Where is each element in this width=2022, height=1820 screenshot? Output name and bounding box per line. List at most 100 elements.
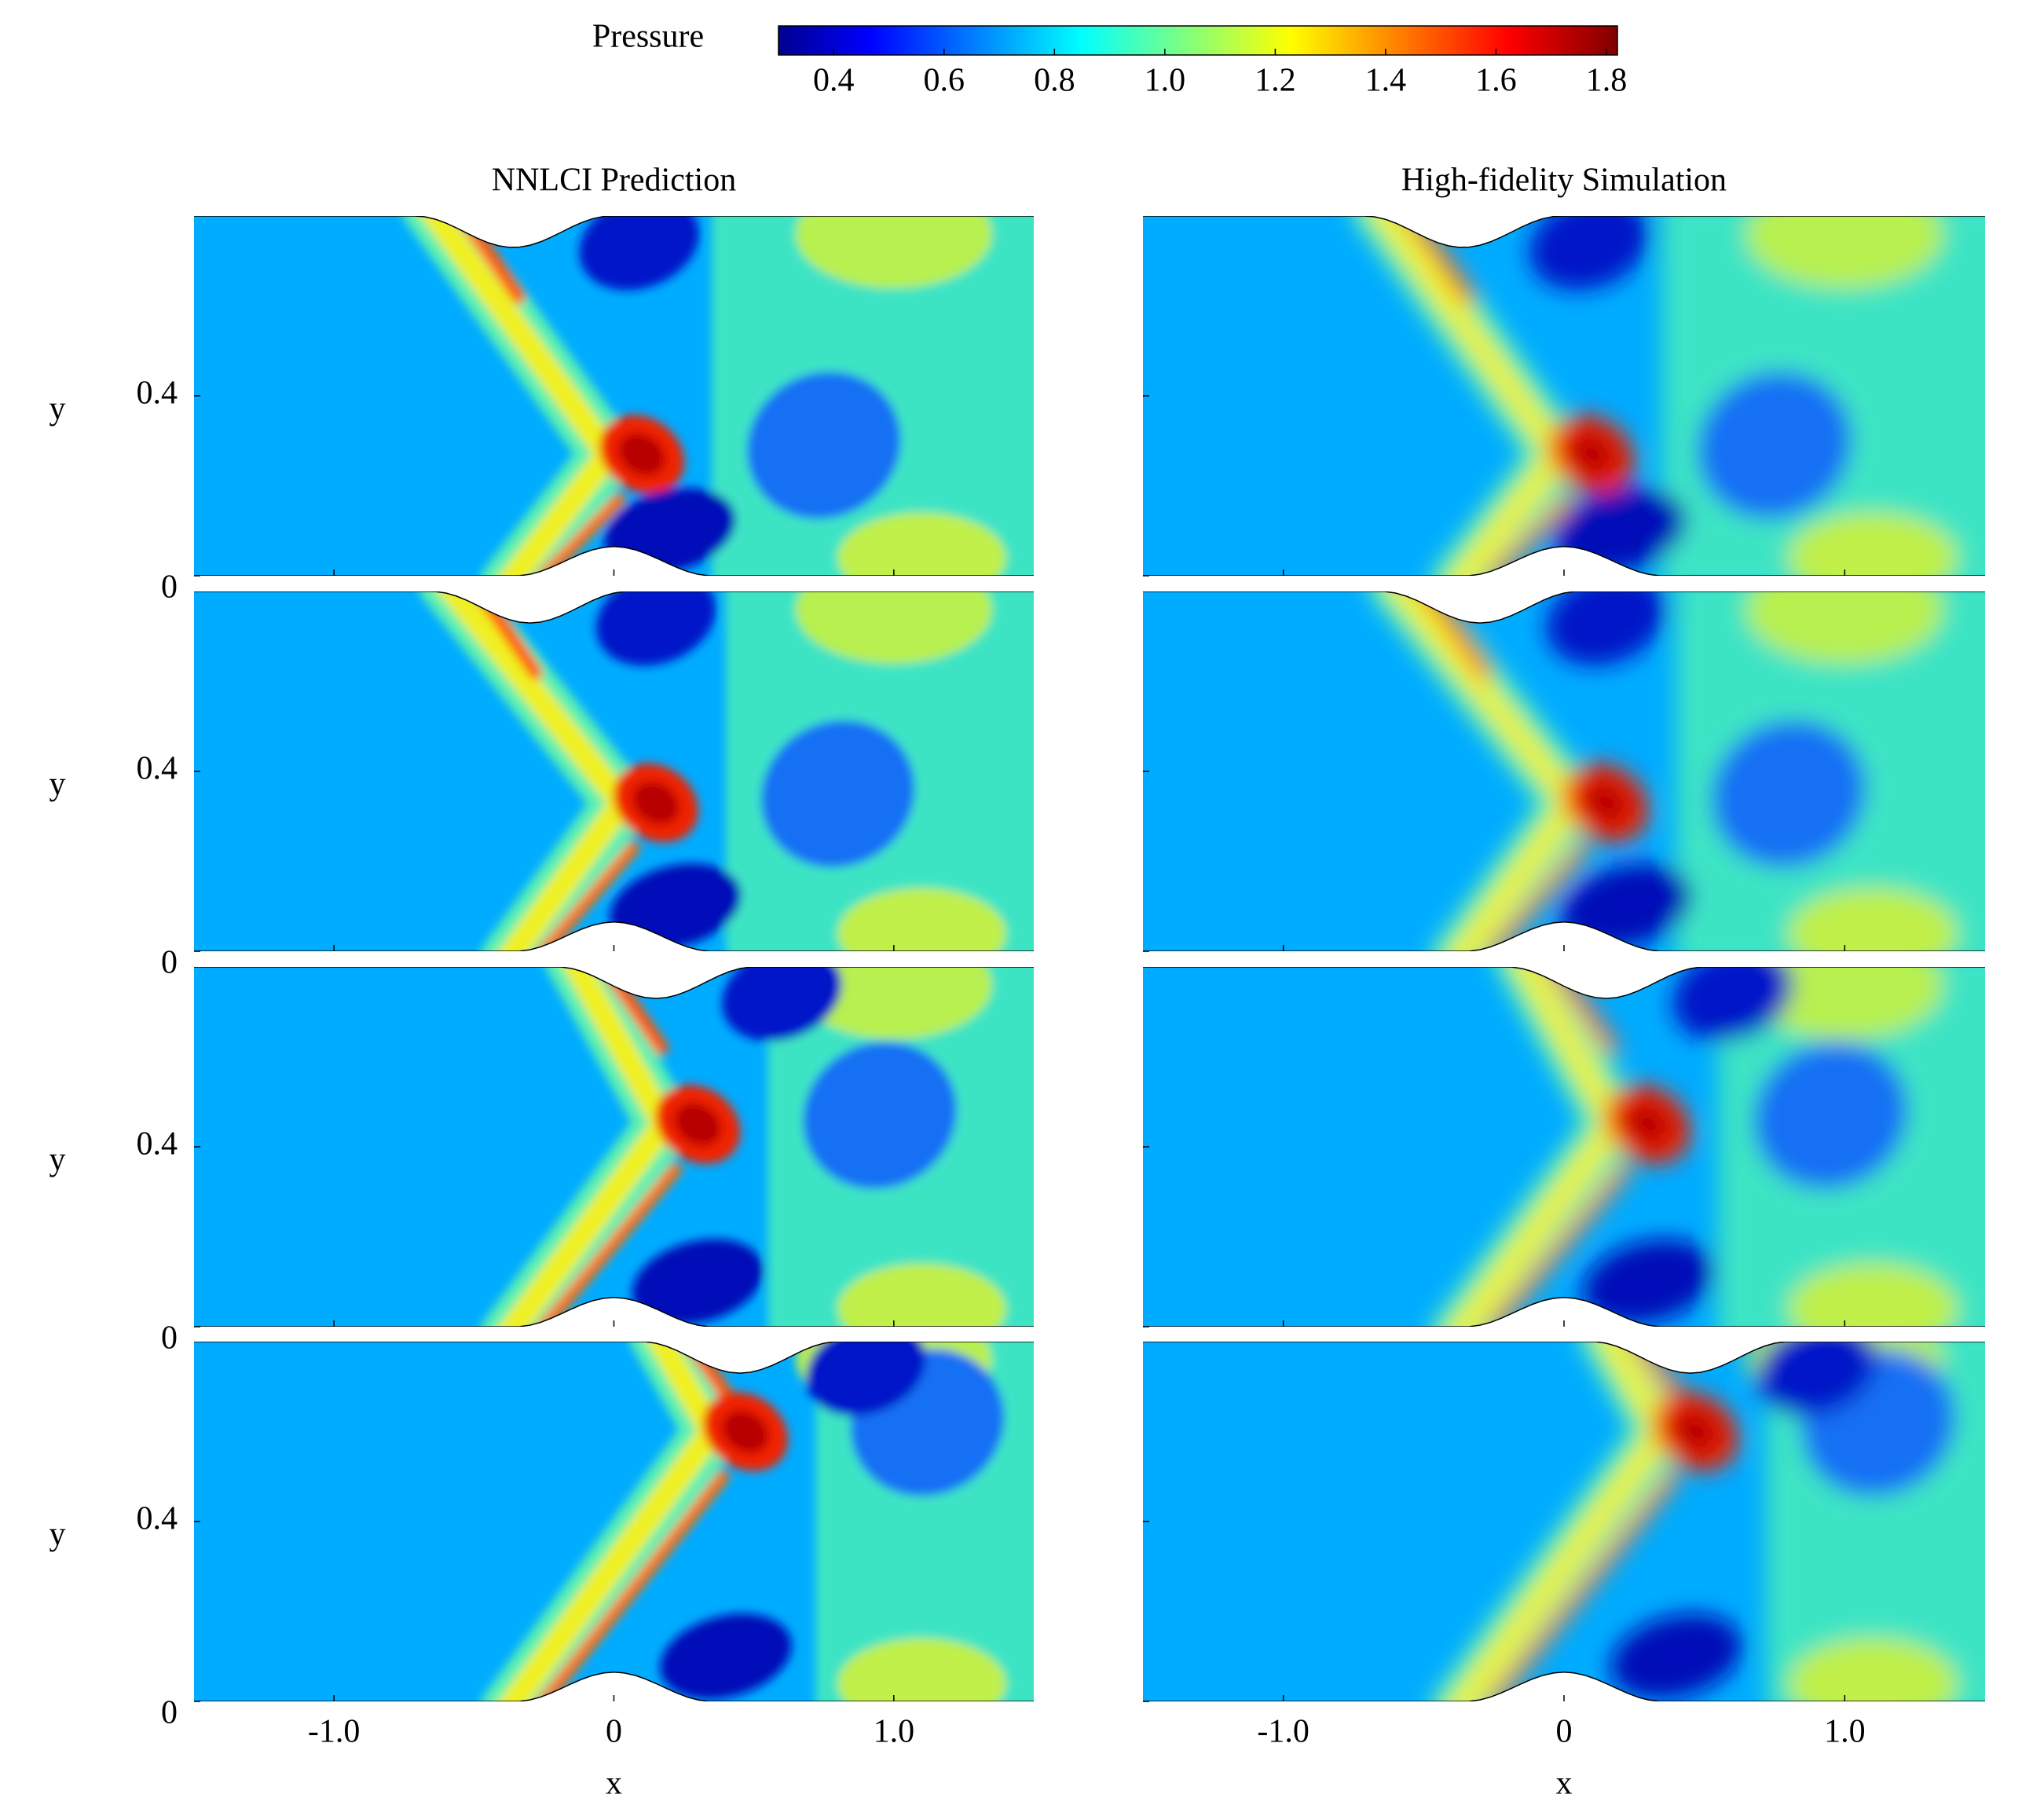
lower-wall-line [1143, 546, 1985, 576]
field-region [1672, 967, 1793, 1042]
upper-wall-line [194, 967, 1034, 999]
field-region [722, 1410, 769, 1453]
lower-wall [1143, 1672, 1985, 1701]
field-region [722, 967, 842, 1042]
x-tick-label: 1.0 [1824, 1714, 1866, 1750]
field-region [1788, 1263, 1958, 1327]
y-tick-label: 0 [161, 1695, 178, 1731]
field-band [537, 493, 626, 576]
colorbar-label: Pressure [592, 19, 704, 55]
upper-wall [1143, 967, 1985, 999]
colorbar-tick-label: 1.6 [1475, 63, 1517, 99]
field-region [1753, 1042, 1908, 1189]
field-region [796, 216, 992, 288]
field-region [805, 1342, 926, 1416]
field-region [1697, 372, 1852, 519]
field-features [419, 591, 1034, 951]
pressure-field [194, 967, 1034, 1327]
field-region [1788, 1638, 1958, 1701]
colorbar-tick-label: 1.8 [1586, 63, 1628, 99]
field-region [1582, 1239, 1715, 1325]
field-region [837, 1263, 1006, 1327]
field-region [1569, 433, 1616, 476]
field-features [481, 1342, 1034, 1701]
lower-wall [194, 1297, 1034, 1327]
pressure-field [194, 1342, 1034, 1701]
upper-wall-line [1143, 591, 1985, 624]
field-region [1746, 216, 1943, 288]
field-features [402, 216, 1034, 576]
field-region [1583, 781, 1630, 825]
colorbar-tick-label: 0.4 [813, 63, 855, 99]
column-title: High-fidelity Simulation [1401, 163, 1727, 199]
lower-wall [1143, 546, 1985, 576]
field-region [1711, 720, 1866, 868]
field-region [1672, 1410, 1720, 1453]
field-features [1430, 1342, 1985, 1701]
lower-wall [1143, 921, 1985, 951]
colorbar [778, 25, 1618, 56]
lower-wall [1143, 1297, 1985, 1327]
y-axis-label: y [49, 391, 66, 427]
y-tick-label: 0.4 [137, 1501, 178, 1537]
field-region [796, 591, 992, 664]
x-tick-label: 1.0 [874, 1714, 915, 1750]
pressure-field [194, 591, 1034, 951]
x-axis-label: x [1556, 1766, 1573, 1802]
field-features [1352, 216, 1985, 576]
field-region [1788, 888, 1958, 951]
field-region [632, 1239, 764, 1325]
lower-wall-line [194, 1297, 1034, 1327]
field-region [674, 1103, 721, 1146]
field-features [1430, 967, 1985, 1327]
field-region [595, 591, 716, 666]
y-tick-label: 0 [161, 945, 178, 981]
field-region [760, 720, 915, 868]
upper-wall-line [194, 591, 1034, 624]
pressure-field [1143, 591, 1985, 951]
lower-wall-line [1143, 1297, 1985, 1327]
field-features [1368, 591, 1985, 951]
lower-wall-line [194, 921, 1034, 951]
field-region [1610, 1613, 1742, 1700]
field-region [1529, 216, 1650, 291]
field-region [837, 512, 1006, 576]
y-axis-label: y [49, 1517, 66, 1553]
x-axis-label: x [606, 1766, 622, 1802]
pressure-field [1143, 1342, 1985, 1701]
upper-wall-line [1143, 967, 1985, 999]
y-tick-label: 0.4 [137, 751, 178, 787]
field-band [1487, 1470, 1680, 1701]
field-region [1746, 591, 1943, 664]
x-tick-label: -1.0 [1257, 1714, 1310, 1750]
field-region [618, 433, 665, 476]
lower-wall [194, 546, 1034, 576]
pressure-field [194, 216, 1034, 576]
upper-wall [194, 967, 1034, 999]
field-band [1487, 1163, 1632, 1327]
y-axis-label: y [49, 767, 66, 803]
y-axis-label: y [49, 1142, 66, 1178]
field-region [803, 1042, 957, 1189]
field-region [1746, 967, 1943, 1039]
field-band [1487, 493, 1577, 576]
field-region [796, 967, 992, 1039]
lower-wall [194, 921, 1034, 951]
colorbar-tick-label: 0.6 [924, 63, 965, 99]
y-tick-label: 0 [161, 569, 178, 606]
lower-wall-line [1143, 1672, 1985, 1701]
field-band [537, 1163, 682, 1327]
field-features [481, 967, 1034, 1327]
field-region [837, 1638, 1006, 1701]
colorbar-tick-label: 0.8 [1034, 63, 1075, 99]
field-region [746, 372, 901, 519]
x-tick-label: 0 [1556, 1714, 1573, 1750]
field-region [837, 888, 1006, 951]
y-tick-label: 0.4 [137, 375, 178, 412]
field-region [1788, 512, 1958, 576]
pressure-field [1143, 967, 1985, 1327]
field-band [537, 1470, 730, 1701]
colorbar-tick-label: 1.0 [1145, 63, 1186, 99]
field-region [660, 1613, 792, 1700]
field-region [1756, 1342, 1877, 1416]
